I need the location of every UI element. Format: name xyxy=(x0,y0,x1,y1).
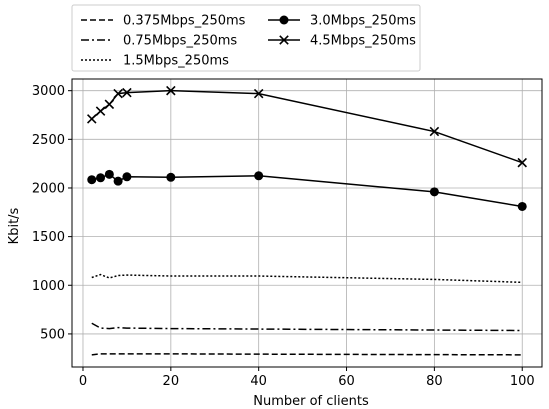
data-point xyxy=(122,172,132,182)
plot-frame xyxy=(71,78,543,368)
data-point xyxy=(429,187,439,197)
data-point xyxy=(279,35,289,45)
legend-label: 0.75Mbps_250ms xyxy=(123,34,237,49)
legend: 0.375Mbps_250ms 0.75Mbps_250ms 1.5Mbps_250… xyxy=(71,4,421,72)
legend-item: 4.5Mbps_250ms xyxy=(268,34,416,49)
x-axis-label: Number of clients xyxy=(253,394,369,409)
series-line xyxy=(91,353,523,356)
legend-label: 1.5Mbps_250ms xyxy=(123,54,229,69)
x-tick-label: 40 xyxy=(250,374,267,389)
x-tick-label: 80 xyxy=(426,374,443,389)
legend-label: 4.5Mbps_250ms xyxy=(310,34,416,49)
series-layer xyxy=(87,85,527,356)
data-point xyxy=(95,106,106,116)
data-point xyxy=(104,99,115,110)
series-0 xyxy=(91,353,523,356)
legend-item: 0.75Mbps_250ms xyxy=(81,34,237,49)
data-point xyxy=(279,15,289,25)
series-line xyxy=(91,273,523,284)
legend-item: 0.375Mbps_250ms xyxy=(81,14,246,29)
legend-label: 0.375Mbps_250ms xyxy=(123,14,246,29)
x-tick-label: 100 xyxy=(510,374,535,389)
data-point xyxy=(429,126,440,137)
data-point xyxy=(166,172,176,182)
data-point xyxy=(166,85,176,96)
data-point xyxy=(253,88,264,99)
series-3 xyxy=(87,169,527,211)
legend-item: 3.0Mbps_250ms xyxy=(268,14,416,29)
data-point xyxy=(87,114,97,124)
series-4 xyxy=(87,85,527,168)
y-axis-ticks: 500 1000 1500 2000 2500 3000 xyxy=(32,84,72,342)
series-2 xyxy=(91,273,523,284)
x-tick-label: 60 xyxy=(338,374,355,389)
y-tick-label: 500 xyxy=(40,327,65,342)
x-axis-ticks: 0 20 40 60 80 100 xyxy=(79,367,535,389)
data-point xyxy=(96,173,106,183)
data-point xyxy=(87,175,97,185)
data-point xyxy=(517,201,527,211)
y-tick-label: 2500 xyxy=(32,133,65,148)
series-line xyxy=(91,173,523,208)
series-line xyxy=(91,322,523,332)
y-tick-label: 2000 xyxy=(32,181,65,196)
data-point xyxy=(104,169,114,179)
series-line xyxy=(91,89,523,164)
data-point xyxy=(517,157,527,168)
y-tick-label: 1500 xyxy=(32,230,65,245)
series-1 xyxy=(91,322,523,332)
x-tick-label: 20 xyxy=(163,374,180,389)
data-point xyxy=(113,176,123,186)
data-point xyxy=(113,88,123,99)
legend-box xyxy=(71,4,421,72)
legend-item: 1.5Mbps_250ms xyxy=(81,54,229,69)
data-point xyxy=(254,171,264,181)
legend-label: 3.0Mbps_250ms xyxy=(310,14,416,29)
y-tick-label: 3000 xyxy=(32,84,65,99)
y-axis-label: Kbit/s xyxy=(7,207,22,244)
grid-lines xyxy=(72,79,542,367)
y-tick-label: 1000 xyxy=(32,279,65,294)
x-tick-label: 0 xyxy=(79,374,87,389)
data-point xyxy=(122,87,132,98)
